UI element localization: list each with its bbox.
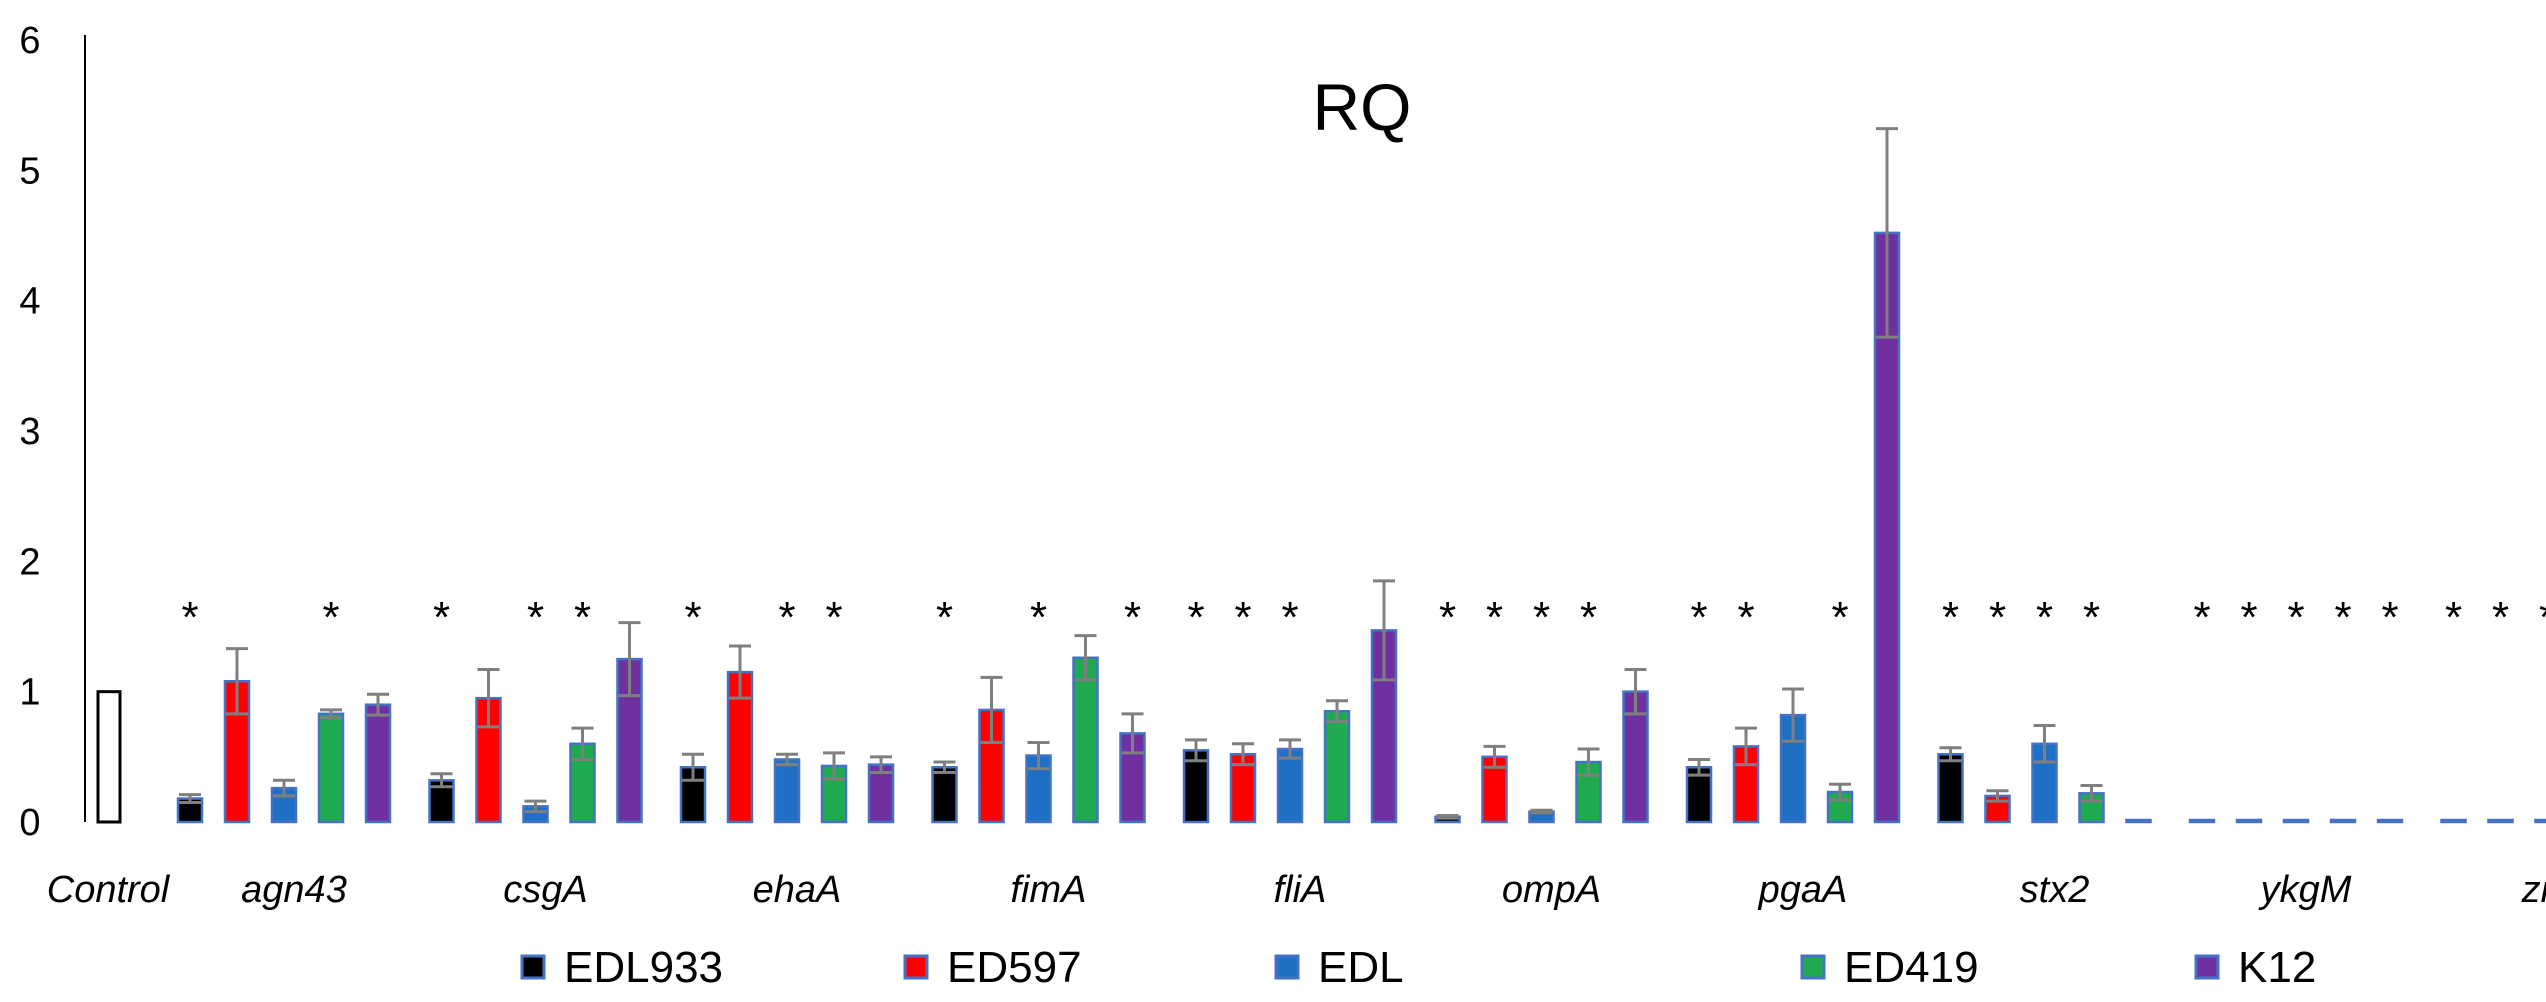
significance-star: * — [433, 593, 450, 642]
legend-label-ED597: ED597 — [947, 943, 1082, 992]
category-label-ompA: ompA — [1502, 869, 1601, 911]
significance-star: * — [1124, 593, 1141, 642]
legend-swatch-EDL933 — [520, 954, 546, 980]
bar-ED419-agn43 — [317, 712, 345, 824]
legend-swatch-EDL — [1274, 954, 1300, 980]
category-label-control: Control — [47, 869, 171, 911]
significance-star: * — [684, 593, 701, 642]
category-label-fliA: fliA — [1274, 869, 1327, 911]
significance-star: * — [527, 593, 544, 642]
significance-star: * — [574, 593, 591, 642]
y-tick-label: 5 — [19, 150, 40, 192]
significance-star: * — [1030, 593, 1047, 642]
significance-star: * — [2240, 593, 2257, 642]
legend-swatch-ED419 — [1800, 954, 1826, 980]
bar-ED419-ykgM — [2329, 818, 2357, 824]
significance-star: * — [2036, 593, 2053, 642]
significance-star: * — [1737, 593, 1754, 642]
y-tick-label: 0 — [19, 802, 40, 844]
significance-star: * — [1580, 593, 1597, 642]
bar-EDL933-zinT — [2440, 818, 2467, 824]
significance-star: * — [1989, 593, 2006, 642]
significance-star: * — [2334, 593, 2351, 642]
category-label-fimA: fimA — [1011, 869, 1087, 911]
y-tick-label: 1 — [19, 672, 40, 714]
significance-star: * — [1690, 593, 1707, 642]
bar-EDL-fliA — [1276, 747, 1304, 824]
bar-ED597-ykgM — [2235, 818, 2263, 824]
y-tick-label: 4 — [19, 281, 40, 323]
bar-K12-ykgM — [2376, 818, 2404, 824]
significance-star: * — [2492, 593, 2509, 642]
significance-star: * — [2083, 593, 2100, 642]
significance-star: * — [2193, 593, 2210, 642]
chart-title: RQ — [1313, 70, 1412, 144]
bar-K12-stx2 — [2125, 818, 2152, 824]
significance-star: * — [322, 593, 339, 642]
significance-star: * — [936, 593, 953, 642]
category-label-stx2: stx2 — [2020, 869, 2090, 911]
legend-swatch-K12 — [2194, 954, 2220, 980]
significance-star: * — [1187, 593, 1204, 642]
category-label-pgaA: pgaA — [1758, 869, 1848, 911]
bar-EDL933-fimA — [931, 766, 958, 824]
bar-ED597-zinT — [2487, 818, 2514, 824]
category-label-csgA: csgA — [503, 869, 587, 911]
bar-ED419-fimA — [1072, 656, 1099, 824]
bar-EDL-ehaA — [773, 758, 801, 824]
bar-K12-agn43 — [364, 703, 392, 824]
bar-K12-ehaA — [867, 763, 895, 824]
y-tick-label: 2 — [19, 541, 40, 583]
category-label-zinT: zinT — [2521, 869, 2546, 911]
bar-EDL-zinT — [2534, 818, 2546, 824]
bar-K12-pgaA — [1873, 231, 1901, 824]
category-label-ykgM: ykgM — [2258, 869, 2352, 911]
bar-EDL933-fliA — [1182, 749, 1210, 824]
bar-ED419-fliA — [1323, 709, 1351, 824]
control-bar — [96, 690, 122, 824]
legend-label-EDL933: EDL933 — [564, 943, 723, 992]
significance-star: * — [1942, 593, 1959, 642]
bar-EDL933-ykgM — [2188, 818, 2216, 824]
bar-EDL933-stx2 — [1937, 752, 1964, 824]
significance-star: * — [181, 593, 198, 642]
significance-star: * — [1234, 593, 1251, 642]
significance-star: * — [825, 593, 842, 642]
significance-star: * — [1533, 593, 1550, 642]
significance-star: * — [1486, 593, 1503, 642]
legend-label-EDL: EDL — [1318, 943, 1404, 992]
category-label-ehaA: ehaA — [753, 869, 842, 911]
bar-ED419-ompA — [1575, 760, 1602, 824]
category-label-agn43: agn43 — [241, 869, 347, 911]
significance-star: * — [2539, 593, 2546, 642]
bar-EDL933-ehaA — [679, 766, 707, 824]
legend-swatch-ED597 — [903, 954, 929, 980]
bar-EDL-ykgM — [2282, 818, 2310, 824]
y-tick-label: 6 — [19, 20, 40, 62]
significance-star: * — [778, 593, 795, 642]
legend-label-K12: K12 — [2238, 943, 2316, 992]
legend-label-ED419: ED419 — [1844, 943, 1979, 992]
y-tick-label: 3 — [19, 411, 40, 453]
significance-star: * — [1281, 593, 1298, 642]
significance-star: * — [1831, 593, 1848, 642]
significance-star: * — [2287, 593, 2304, 642]
significance-star: * — [2381, 593, 2398, 642]
significance-star: * — [2445, 593, 2462, 642]
significance-star: * — [1439, 593, 1456, 642]
